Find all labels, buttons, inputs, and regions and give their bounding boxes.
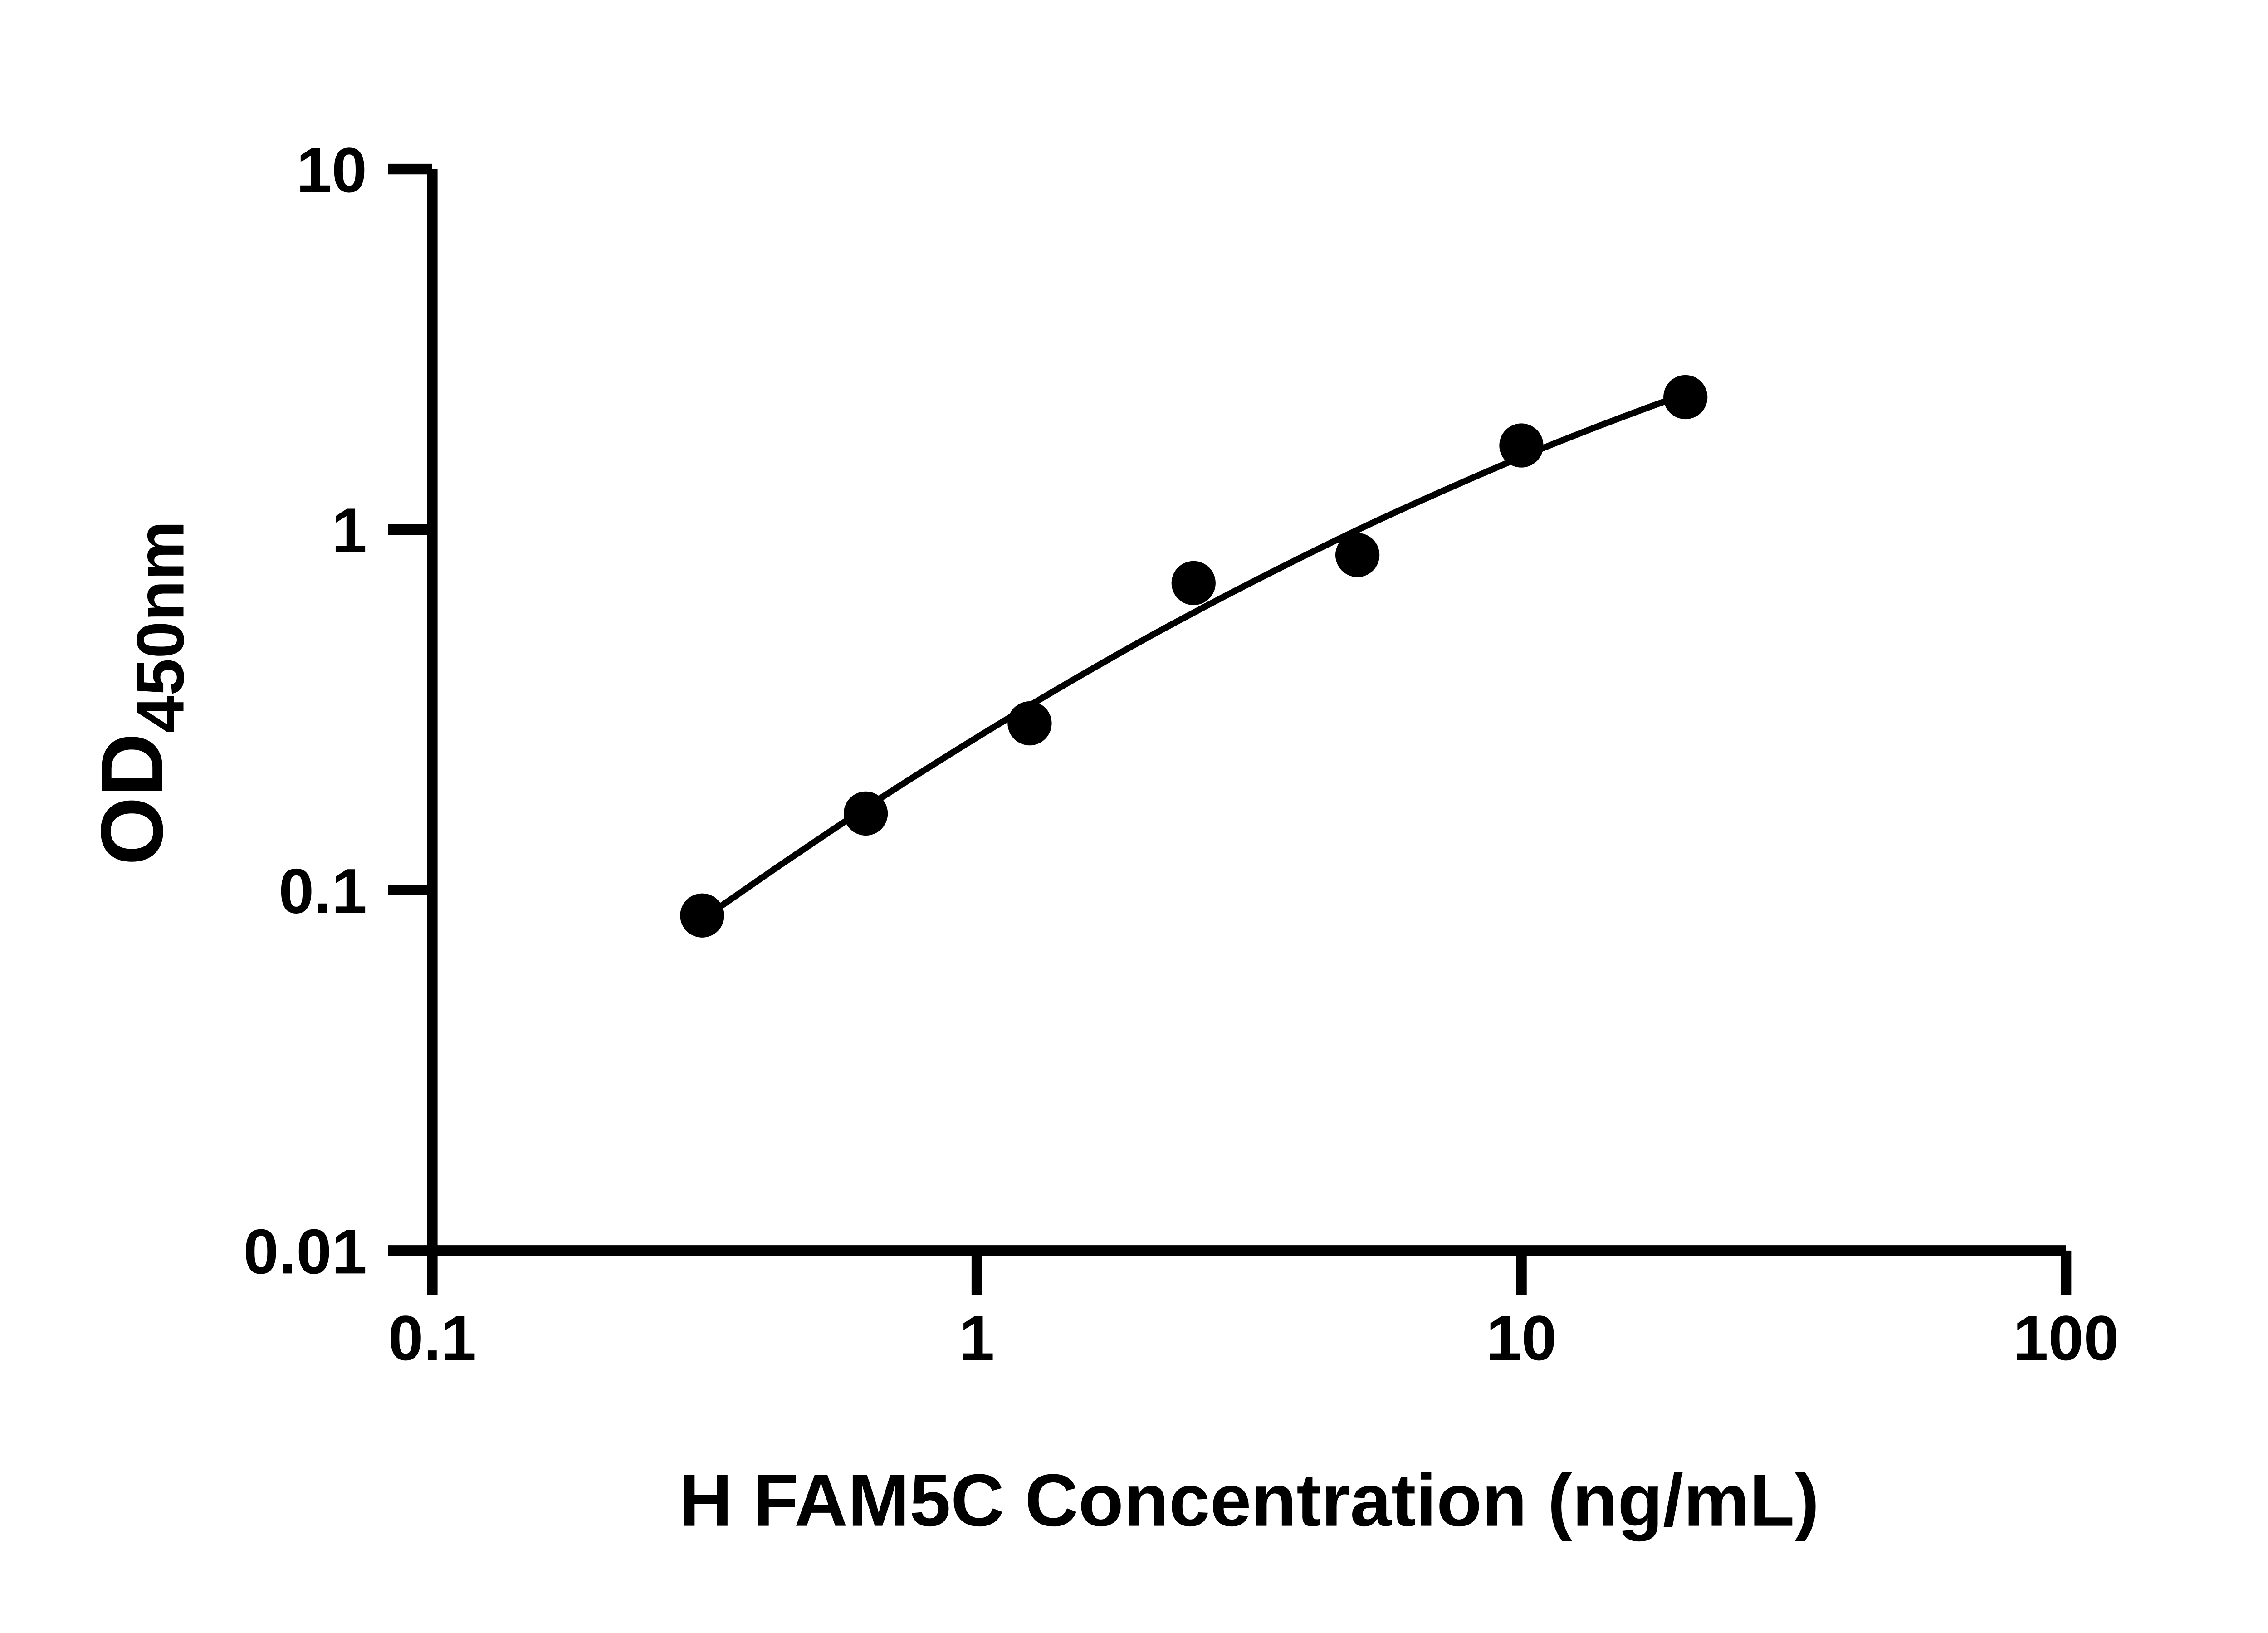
y-axis-title-subscript: 450nm (123, 521, 198, 733)
data-point (1171, 561, 1216, 606)
axis-lines (427, 169, 2066, 1256)
y-tick-label: 10 (296, 134, 367, 205)
y-axis-title: OD450nm (83, 521, 198, 865)
y-tick-label: 0.01 (244, 1216, 367, 1287)
data-point (843, 791, 888, 836)
x-tick-label: 1 (959, 1302, 995, 1374)
y-axis-title-main: OD (83, 733, 181, 865)
x-axis-ticks: 0.1 1 10 100 (388, 1250, 2119, 1374)
fit-curve (700, 391, 1687, 922)
y-tick-label: 0.1 (279, 856, 367, 927)
data-point (1663, 375, 1708, 420)
data-points (680, 375, 1708, 938)
data-point (1007, 701, 1052, 746)
x-tick-label: 100 (2013, 1302, 2119, 1374)
data-point (1335, 533, 1380, 577)
x-axis-title: H FAM5C Concentration (ng/mL) (679, 1459, 1819, 1542)
data-point (680, 893, 724, 938)
data-point (1499, 423, 1544, 468)
x-tick-label: 0.1 (388, 1302, 477, 1374)
y-axis-ticks: 10 1 0.1 0.01 (244, 134, 432, 1287)
plot-area: 0.1 1 10 100 10 1 0.1 0.01 (244, 134, 2119, 1374)
x-tick-label: 10 (1486, 1302, 1557, 1374)
y-tick-label: 1 (332, 495, 367, 566)
